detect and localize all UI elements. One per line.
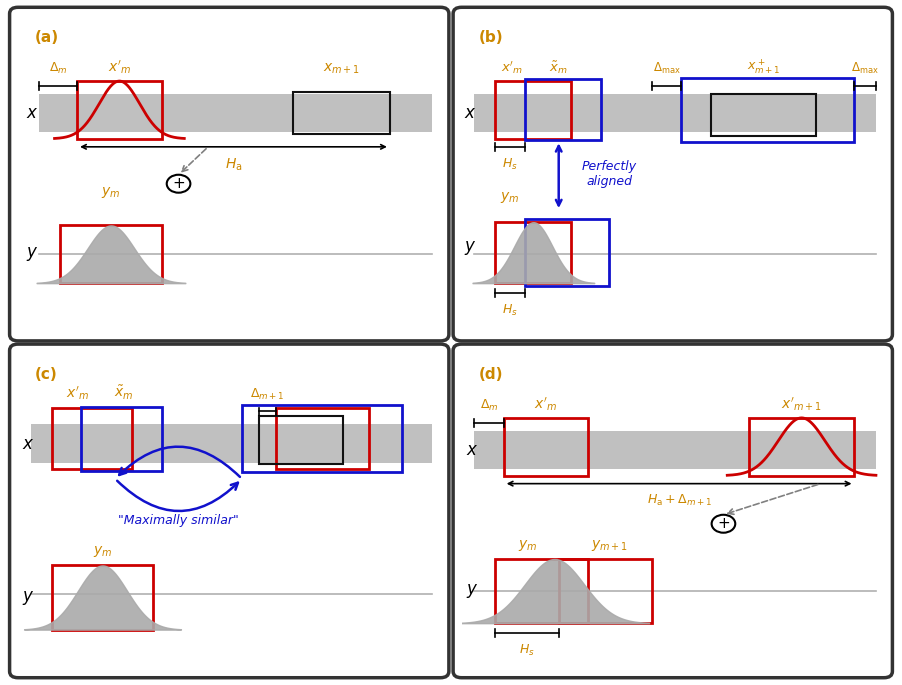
Text: $\tilde{x}_m$: $\tilde{x}_m$ — [114, 384, 133, 402]
Bar — [495, 222, 571, 283]
Text: $x$: $x$ — [464, 104, 476, 122]
Bar — [681, 78, 854, 142]
Text: $x'_m$: $x'_m$ — [502, 60, 523, 76]
Text: $x$: $x$ — [26, 104, 39, 122]
Text: $x$: $x$ — [23, 434, 34, 453]
Bar — [495, 559, 588, 623]
Text: Perfectly
aligned: Perfectly aligned — [582, 160, 637, 188]
Bar — [242, 405, 402, 473]
Text: (b): (b) — [478, 29, 503, 45]
Text: $H_s$: $H_s$ — [502, 156, 518, 171]
Bar — [558, 559, 651, 623]
Text: $y_m$: $y_m$ — [518, 538, 538, 553]
Text: $H_\mathrm{a} + \Delta_{m+1}$: $H_\mathrm{a} + \Delta_{m+1}$ — [647, 493, 712, 508]
Bar — [292, 92, 390, 134]
Text: $y_{m+1}$: $y_{m+1}$ — [591, 538, 629, 553]
Bar — [78, 81, 161, 139]
Text: $x'_m$: $x'_m$ — [107, 59, 131, 76]
Text: $y_m$: $y_m$ — [101, 185, 121, 200]
Text: (c): (c) — [35, 366, 58, 382]
Text: $y$: $y$ — [23, 588, 34, 606]
Bar — [31, 424, 432, 463]
Text: $\Delta_{m+1}$: $\Delta_{m+1}$ — [250, 387, 285, 402]
Text: $x'_m$: $x'_m$ — [534, 395, 557, 413]
Text: $y$: $y$ — [26, 245, 39, 263]
Bar — [749, 418, 854, 475]
Bar — [81, 407, 161, 471]
Bar — [711, 94, 816, 136]
Text: "Maximally similar": "Maximally similar" — [118, 514, 239, 527]
Text: $\Delta_{\max}$: $\Delta_{\max}$ — [851, 61, 879, 76]
Bar — [51, 408, 132, 469]
Text: $H_s$: $H_s$ — [502, 302, 518, 318]
Bar — [259, 416, 344, 464]
Text: $\Delta_m$: $\Delta_m$ — [480, 398, 498, 413]
Text: $y_m$: $y_m$ — [501, 190, 520, 205]
Text: $\Delta_{\max}$: $\Delta_{\max}$ — [652, 61, 680, 76]
Text: $y$: $y$ — [464, 239, 476, 257]
Bar — [525, 79, 601, 140]
Text: $H_s$: $H_s$ — [520, 643, 535, 658]
Text: (a): (a) — [35, 29, 59, 45]
Bar — [495, 81, 571, 139]
Bar — [474, 431, 876, 469]
Bar — [60, 225, 161, 283]
Bar — [474, 94, 876, 132]
Text: $\Delta_m$: $\Delta_m$ — [49, 61, 68, 76]
Bar — [525, 219, 610, 286]
Text: $x$: $x$ — [465, 441, 478, 459]
Text: $x^+_{m+1}$: $x^+_{m+1}$ — [747, 58, 780, 76]
Text: $y_m$: $y_m$ — [93, 544, 112, 559]
Text: $H_\mathrm{a}$: $H_\mathrm{a}$ — [225, 156, 243, 173]
Text: $+$: $+$ — [172, 176, 185, 191]
Bar — [504, 418, 588, 475]
Text: $\tilde{x}_m$: $\tilde{x}_m$ — [549, 60, 568, 76]
Text: $+$: $+$ — [717, 516, 730, 532]
Bar — [39, 94, 432, 132]
Text: $y$: $y$ — [465, 582, 478, 600]
Text: (d): (d) — [478, 366, 503, 382]
Text: $x_{m+1}$: $x_{m+1}$ — [323, 62, 360, 76]
Bar — [276, 408, 369, 469]
Bar — [51, 565, 153, 630]
Text: $x'_{m+1}$: $x'_{m+1}$ — [781, 395, 822, 413]
Text: $x'_m$: $x'_m$ — [66, 384, 88, 402]
